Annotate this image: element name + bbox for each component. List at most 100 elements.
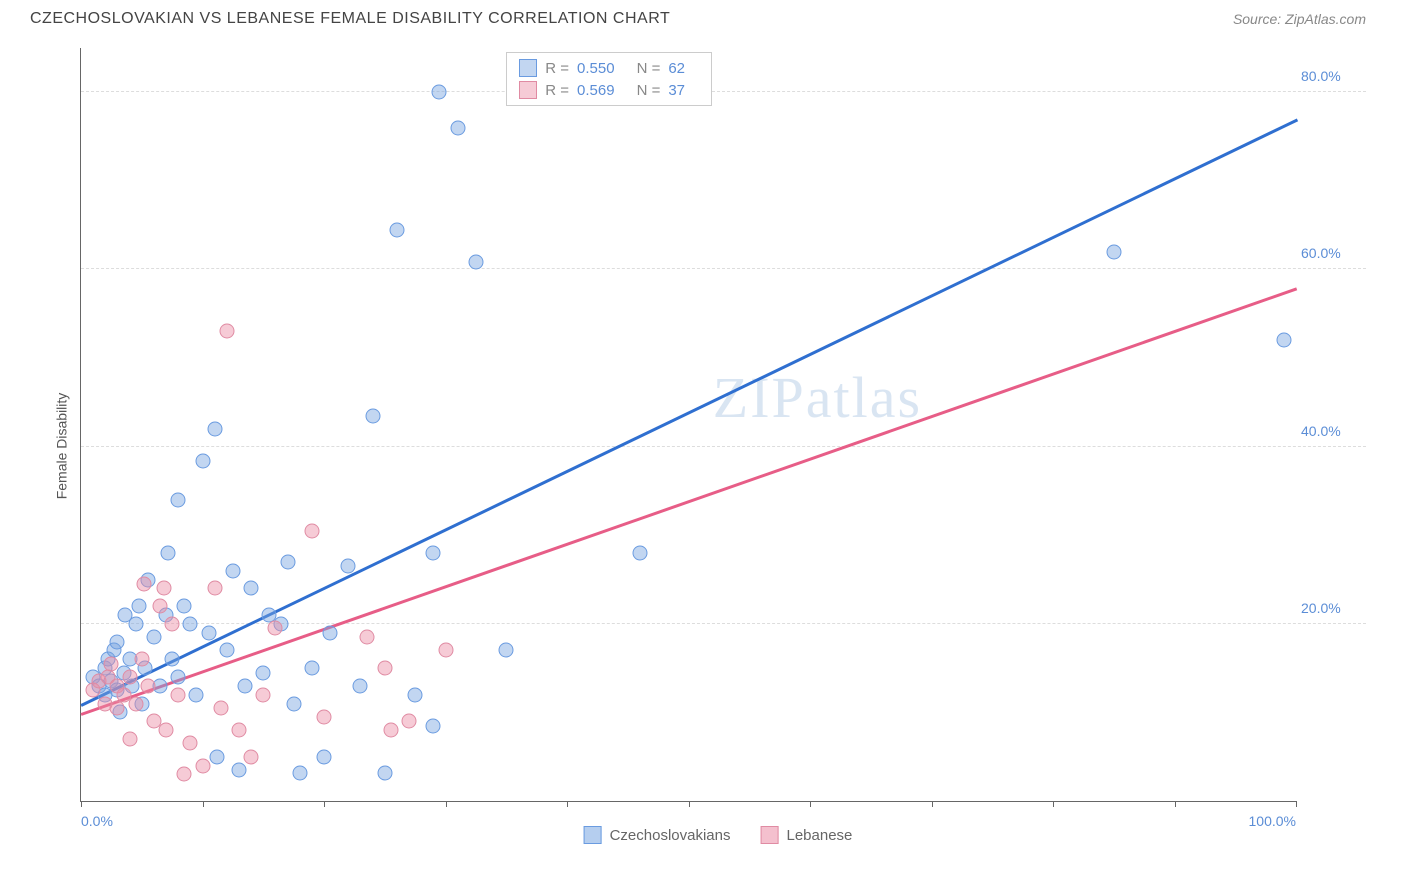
scatter-point (377, 765, 392, 780)
legend-label: Czechoslovakians (610, 827, 731, 844)
x-tick (446, 801, 447, 807)
scatter-point (280, 554, 295, 569)
source-label: Source: ZipAtlas.com (1233, 11, 1366, 27)
scatter-point (183, 616, 198, 631)
scatter-point (632, 545, 647, 560)
scatter-point (499, 643, 514, 658)
x-tick (1053, 801, 1054, 807)
scatter-point (137, 576, 152, 591)
scatter-point (195, 453, 210, 468)
scatter-point (317, 749, 332, 764)
scatter-point (256, 665, 271, 680)
scatter-point (177, 767, 192, 782)
stat-n-label: N = (637, 82, 661, 99)
scatter-point (341, 559, 356, 574)
scatter-point (210, 749, 225, 764)
scatter-point (152, 599, 167, 614)
scatter-point (189, 687, 204, 702)
scatter-point (165, 616, 180, 631)
watermark: ZIPatlas (713, 364, 922, 431)
legend-swatch (761, 826, 779, 844)
scatter-point (383, 723, 398, 738)
x-tick-label: 100.0% (1249, 813, 1296, 829)
scatter-point (225, 563, 240, 578)
scatter-point (146, 630, 161, 645)
stats-row: R = 0.569N = 37 (519, 79, 699, 101)
scatter-point (231, 763, 246, 778)
scatter-point (183, 736, 198, 751)
scatter-point (244, 581, 259, 596)
scatter-point (213, 700, 228, 715)
stat-n-label: N = (637, 60, 661, 77)
scatter-point (438, 643, 453, 658)
scatter-point (122, 669, 137, 684)
grid-line (81, 446, 1366, 447)
x-tick (567, 801, 568, 807)
scatter-point (1276, 333, 1291, 348)
scatter-point (110, 700, 125, 715)
scatter-point (317, 709, 332, 724)
scatter-point (402, 714, 417, 729)
scatter-point (195, 758, 210, 773)
x-tick (81, 801, 82, 807)
y-tick-label: 40.0% (1301, 423, 1371, 439)
stats-row: R = 0.550N = 62 (519, 57, 699, 79)
x-tick (324, 801, 325, 807)
scatter-point (128, 616, 143, 631)
scatter-point (132, 599, 147, 614)
stat-r-label: R = (545, 82, 569, 99)
scatter-point (231, 723, 246, 738)
scatter-point (201, 625, 216, 640)
scatter-point (389, 222, 404, 237)
x-tick-label: 0.0% (81, 813, 113, 829)
x-tick (810, 801, 811, 807)
scatter-point (268, 621, 283, 636)
scatter-point (104, 656, 119, 671)
scatter-point (171, 687, 186, 702)
scatter-point (171, 669, 186, 684)
legend-swatch (584, 826, 602, 844)
x-tick (932, 801, 933, 807)
scatter-point (177, 599, 192, 614)
chart-header: CZECHOSLOVAKIAN VS LEBANESE FEMALE DISAB… (0, 0, 1406, 36)
scatter-point (468, 255, 483, 270)
scatter-point (219, 324, 234, 339)
chart-title: CZECHOSLOVAKIAN VS LEBANESE FEMALE DISAB… (30, 10, 670, 28)
x-tick (1296, 801, 1297, 807)
scatter-point (365, 408, 380, 423)
y-tick-label: 60.0% (1301, 245, 1371, 261)
scatter-point (110, 634, 125, 649)
scatter-point (304, 523, 319, 538)
series-swatch (519, 81, 537, 99)
scatter-point (140, 678, 155, 693)
trend-line (81, 288, 1298, 716)
stat-r-value: 0.550 (577, 60, 615, 77)
scatter-point (207, 581, 222, 596)
scatter-point (161, 545, 176, 560)
scatter-point (292, 765, 307, 780)
scatter-point (450, 120, 465, 135)
scatter-point (304, 661, 319, 676)
scatter-point (122, 732, 137, 747)
scatter-point (128, 696, 143, 711)
scatter-point (134, 652, 149, 667)
plot-area: ZIPatlas 20.0%40.0%60.0%80.0%0.0%100.0%R… (80, 48, 1296, 802)
scatter-point (323, 625, 338, 640)
x-tick (1175, 801, 1176, 807)
chart-container: ZIPatlas 20.0% 40.0% 60.0% 80.0% 0.0% 100.0% R… (50, 48, 1386, 852)
y-tick-label: 80.0% (1301, 68, 1371, 84)
scatter-point (408, 687, 423, 702)
scatter-point (377, 661, 392, 676)
grid-line (81, 91, 1366, 92)
scatter-point (256, 687, 271, 702)
scatter-point (219, 643, 234, 658)
series-swatch (519, 59, 537, 77)
stats-legend: R = 0.550N = 62R = 0.569N = 37 (506, 52, 712, 106)
scatter-point (238, 678, 253, 693)
y-tick-label: 20.0% (1301, 600, 1371, 616)
scatter-point (353, 678, 368, 693)
grid-line (81, 268, 1366, 269)
scatter-point (244, 749, 259, 764)
stat-r-value: 0.569 (577, 82, 615, 99)
scatter-point (359, 630, 374, 645)
